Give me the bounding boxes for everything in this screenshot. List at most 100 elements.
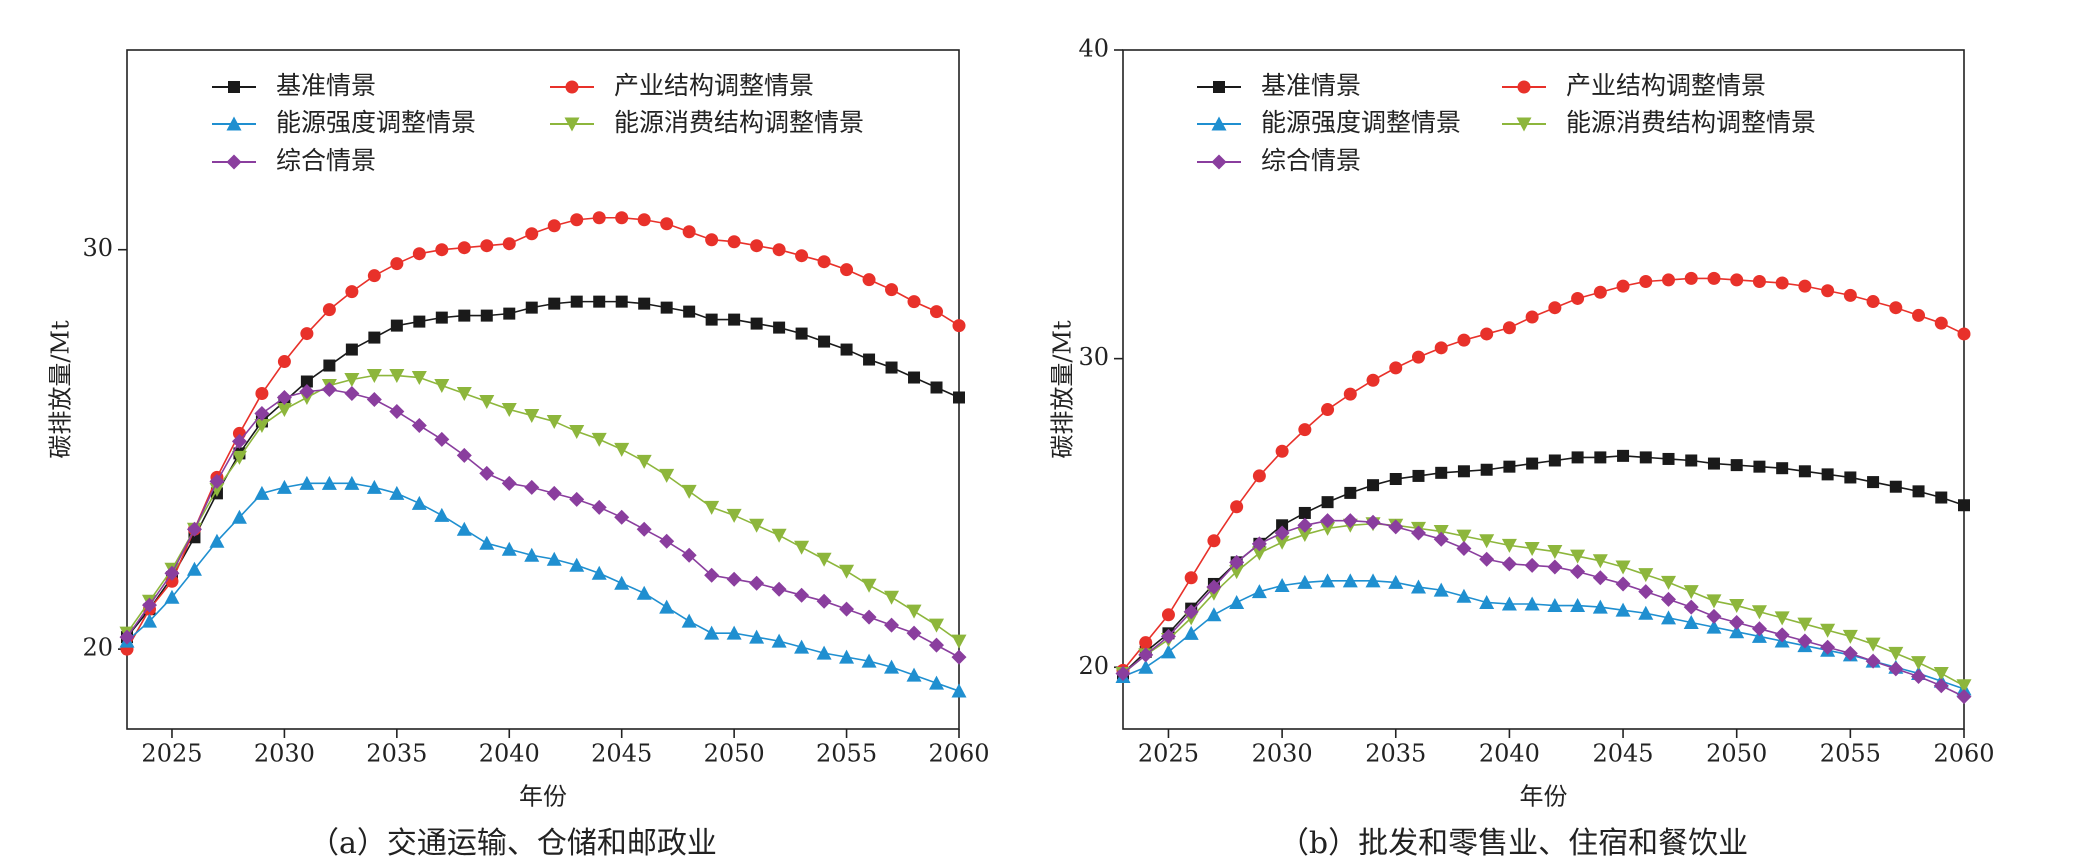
marker [885, 361, 898, 374]
marker [794, 540, 810, 555]
marker [209, 533, 225, 548]
marker [1252, 469, 1266, 483]
marker [681, 547, 697, 563]
marker [1207, 534, 1221, 548]
marker [569, 557, 585, 572]
marker [1661, 591, 1677, 607]
marker [502, 237, 516, 251]
marker [1366, 373, 1380, 387]
marker [1251, 536, 1267, 552]
marker [816, 645, 832, 660]
marker [1615, 602, 1631, 617]
marker [1638, 605, 1654, 620]
marker [1889, 301, 1903, 315]
marker [1843, 288, 1857, 302]
marker [1776, 462, 1789, 475]
legend-label: 基准情景 [1261, 71, 1361, 100]
marker [569, 424, 585, 439]
marker [906, 604, 922, 619]
marker [1183, 625, 1199, 640]
marker [1365, 573, 1381, 588]
marker [1251, 584, 1267, 599]
marker [1865, 637, 1881, 652]
marker [1592, 599, 1608, 614]
series [119, 475, 967, 698]
marker [818, 335, 831, 348]
marker [840, 263, 854, 277]
marker [750, 239, 764, 253]
marker [660, 301, 673, 314]
marker [614, 575, 630, 590]
marker [548, 297, 561, 310]
marker [1685, 454, 1698, 467]
marker [1615, 560, 1631, 575]
legend-label: 产业结构调整情景 [614, 71, 814, 100]
marker [344, 373, 360, 388]
marker [1297, 517, 1313, 533]
marker [300, 327, 314, 341]
marker [591, 565, 607, 580]
series [119, 382, 967, 665]
marker [228, 81, 240, 93]
marker [1616, 279, 1630, 293]
marker [929, 675, 945, 690]
marker [546, 485, 562, 501]
marker [839, 649, 855, 664]
marker [1570, 549, 1586, 564]
marker [1160, 628, 1176, 644]
marker [1865, 653, 1881, 669]
marker [1615, 576, 1631, 592]
marker [141, 613, 157, 628]
marker [929, 618, 945, 633]
marker [276, 479, 292, 494]
marker [1434, 341, 1448, 355]
marker [885, 283, 899, 297]
marker [411, 417, 427, 433]
marker [1752, 274, 1766, 288]
marker [1797, 633, 1813, 649]
series [120, 211, 966, 656]
marker [930, 305, 944, 319]
marker [119, 629, 135, 645]
series-line [126, 374, 960, 642]
marker [1480, 327, 1494, 341]
marker [389, 485, 405, 500]
marker [390, 257, 404, 271]
marker [1456, 529, 1472, 544]
legend-label: 产业结构调整情景 [1566, 71, 1766, 100]
marker [1956, 679, 1972, 694]
marker [1638, 584, 1654, 600]
marker [1274, 525, 1290, 541]
x-tick-label: 2050 [704, 740, 765, 768]
marker [861, 609, 877, 625]
marker [1161, 608, 1175, 622]
marker [345, 343, 358, 356]
marker [1184, 571, 1198, 585]
marker [1911, 656, 1927, 671]
marker [547, 219, 561, 233]
marker [727, 235, 741, 249]
marker [458, 309, 471, 322]
marker [884, 590, 900, 605]
marker [1570, 598, 1586, 613]
series-line [1122, 580, 1965, 690]
legend-label: 综合情景 [1261, 146, 1361, 175]
marker [1774, 627, 1790, 643]
marker [1707, 271, 1721, 285]
legend-label: 能源消费结构调整情景 [1566, 108, 1816, 137]
marker [1751, 605, 1767, 620]
marker [1662, 273, 1676, 287]
marker [322, 303, 336, 317]
marker [1729, 599, 1745, 614]
marker [1297, 574, 1313, 589]
marker [141, 597, 157, 613]
marker [929, 637, 945, 653]
marker [1274, 577, 1290, 592]
marker [524, 547, 540, 562]
marker [1548, 301, 1562, 315]
marker [1342, 513, 1358, 529]
marker [226, 154, 242, 170]
marker [1820, 639, 1836, 655]
marker [480, 239, 494, 253]
marker [276, 389, 292, 405]
